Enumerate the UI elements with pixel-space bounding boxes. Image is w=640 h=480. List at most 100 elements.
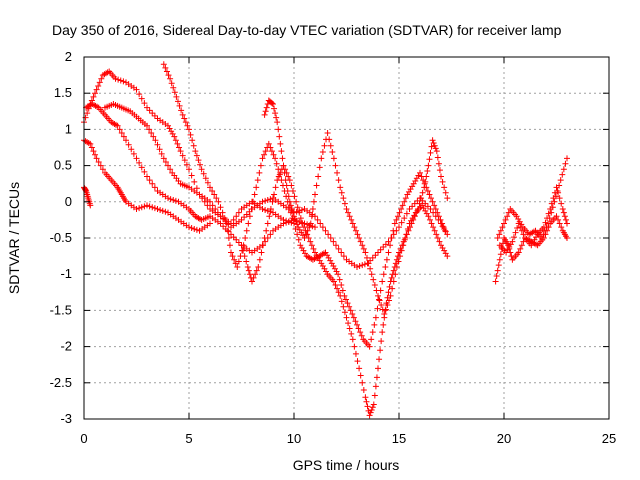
x-tick-label: 10 bbox=[287, 431, 301, 446]
data-point bbox=[308, 242, 315, 249]
data-point bbox=[393, 216, 400, 223]
x-tick-label: 20 bbox=[497, 431, 511, 446]
data-point bbox=[243, 211, 250, 218]
data-point bbox=[211, 191, 218, 198]
data-point bbox=[368, 406, 375, 413]
data-point bbox=[330, 238, 337, 245]
data-point bbox=[515, 220, 522, 227]
data-point bbox=[167, 75, 174, 82]
data-point bbox=[238, 216, 245, 223]
data-point bbox=[444, 231, 451, 238]
data-point bbox=[133, 206, 140, 213]
data-point bbox=[225, 228, 232, 235]
data-point bbox=[278, 148, 285, 155]
data-point bbox=[257, 162, 264, 169]
data-point bbox=[144, 104, 150, 111]
data-point bbox=[386, 297, 393, 304]
data-point bbox=[356, 365, 363, 372]
data-point bbox=[141, 100, 148, 107]
data-point bbox=[359, 262, 366, 269]
data-point bbox=[162, 158, 169, 165]
data-point bbox=[339, 287, 346, 294]
data-point bbox=[395, 258, 402, 265]
data-point bbox=[174, 140, 181, 147]
data-point bbox=[162, 64, 169, 71]
axis-ticks: 0 5 10 15 20 25 -3 -2.5 -2 -1.5 -1 -0.5 0 0.5 1 1.5 2 bbox=[50, 49, 617, 446]
data-point bbox=[495, 262, 502, 269]
data-point bbox=[93, 86, 100, 93]
data-point bbox=[424, 168, 431, 175]
data-point bbox=[267, 208, 274, 215]
x-tick-label: 15 bbox=[392, 431, 406, 446]
data-point bbox=[287, 202, 294, 209]
data-point bbox=[159, 207, 166, 214]
data-point bbox=[294, 221, 301, 228]
data-point bbox=[366, 343, 373, 350]
data-point bbox=[538, 235, 545, 241]
data-point bbox=[436, 238, 443, 245]
data-point bbox=[197, 161, 204, 168]
data-point bbox=[333, 242, 339, 249]
data-point bbox=[130, 150, 137, 157]
data-point bbox=[426, 216, 433, 223]
data-point bbox=[88, 97, 95, 104]
data-point bbox=[95, 82, 102, 89]
data-point bbox=[115, 76, 122, 83]
data-point bbox=[422, 178, 429, 185]
data-point bbox=[388, 274, 395, 281]
data-point bbox=[267, 206, 274, 213]
data-point bbox=[182, 119, 189, 126]
data-point bbox=[267, 231, 274, 238]
data-point bbox=[494, 235, 501, 241]
data-point bbox=[283, 182, 290, 189]
data-point bbox=[355, 325, 362, 332]
data-point bbox=[270, 151, 277, 158]
data-point bbox=[441, 184, 448, 191]
data-point bbox=[431, 202, 438, 209]
data-point bbox=[277, 140, 284, 147]
data-point bbox=[232, 260, 239, 267]
data-point bbox=[148, 130, 155, 137]
data-point bbox=[351, 224, 358, 231]
data-point bbox=[181, 157, 188, 164]
data-point bbox=[360, 387, 367, 394]
data-point bbox=[250, 198, 257, 205]
data-point bbox=[356, 263, 363, 270]
data-point bbox=[235, 239, 242, 246]
data-point bbox=[258, 249, 265, 256]
data-point bbox=[209, 187, 216, 194]
data-point bbox=[154, 141, 161, 148]
data-point bbox=[394, 213, 401, 220]
data-point bbox=[283, 219, 290, 226]
y-tick-label: 0.5 bbox=[54, 158, 72, 173]
data-point bbox=[380, 271, 387, 278]
data-point bbox=[165, 162, 171, 169]
data-point bbox=[273, 160, 280, 167]
data-point bbox=[264, 220, 271, 227]
data-point bbox=[559, 206, 566, 213]
data-point bbox=[418, 195, 425, 202]
data-point bbox=[296, 209, 303, 216]
data-point bbox=[548, 209, 555, 216]
data-point bbox=[270, 101, 276, 108]
data-point bbox=[382, 241, 389, 248]
data-point bbox=[367, 409, 374, 416]
data-point bbox=[409, 203, 416, 210]
data-point bbox=[433, 231, 440, 238]
data-point bbox=[241, 253, 248, 260]
data-point bbox=[429, 198, 436, 205]
data-point bbox=[261, 235, 268, 241]
data-point bbox=[262, 238, 269, 245]
data-point bbox=[229, 253, 236, 260]
data-point bbox=[387, 292, 394, 299]
data-point bbox=[338, 249, 345, 256]
data-point bbox=[285, 193, 292, 200]
data-point bbox=[440, 224, 447, 231]
data-point bbox=[225, 235, 232, 241]
data-point bbox=[313, 182, 320, 189]
y-tick-label: -1 bbox=[60, 266, 72, 281]
data-point bbox=[387, 242, 394, 249]
data-point bbox=[380, 321, 387, 328]
data-point bbox=[193, 226, 200, 233]
data-point bbox=[437, 216, 444, 223]
